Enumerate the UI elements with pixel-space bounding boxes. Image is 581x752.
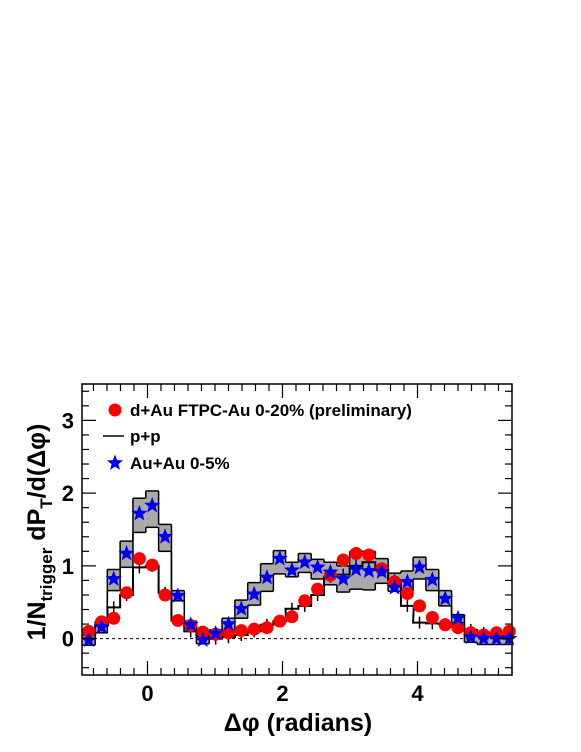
auau-point [437,590,454,606]
dau-point [400,587,414,601]
legend: d+Au FTPC-Au 0-20% (preliminary) p+p Au+… [103,401,412,473]
auau-points [80,496,518,647]
auau-point [169,587,186,603]
legend-marker-auau [106,454,124,470]
auau-point [373,563,390,579]
dau-point [311,582,325,596]
auau-point [246,585,263,602]
band-box [145,490,159,528]
dau-point [107,611,121,625]
dau-point [82,624,96,638]
auau-point [118,545,135,561]
dau-point [362,548,376,562]
dau-point [145,558,159,572]
y-tick-label: 0 [62,627,74,652]
auau-point [194,631,211,647]
x-tick-label: 2 [276,681,288,706]
auau-point [220,615,237,631]
y-axis-label: 1/Ntrigger dPT/d(Δφ) [23,424,56,641]
dau-point [451,621,465,635]
y-tick-label: 1 [62,554,74,579]
y-axis-label-tail: /d(Δφ) [23,424,51,499]
y-axis-label-sub2: T [37,498,56,509]
auau-point [233,600,250,616]
auau-point [360,562,377,578]
auau-point [424,571,441,587]
auau-point [80,631,97,647]
auau-point [283,561,301,578]
dau-point [120,586,134,600]
auau-point [475,630,492,646]
y-axis-label-main: 1/N [23,601,51,640]
auau-point [105,570,122,586]
dau-point [413,599,427,613]
legend-marker-dau [108,403,122,417]
auau-point [156,528,174,544]
x-tick-label: 4 [411,681,424,706]
x-tick-label: 0 [141,681,153,706]
auau-point [399,573,416,589]
dau-point [425,611,439,625]
dau-point [285,610,299,624]
dau-point [247,622,261,636]
dau-point [298,594,312,608]
auau-point [309,558,326,575]
dau-point [132,552,146,566]
x-axis-label: Δφ (radians) [224,709,372,737]
axis-ticks [82,384,513,675]
auau-point [296,553,313,570]
auau-point [501,630,518,646]
dau-point [273,614,287,628]
auau-point [449,609,467,626]
auau-point [144,496,161,513]
tick-labels: 0 2 4 0 1 2 3 [62,408,425,706]
y-axis-label-sub: trigger [37,547,56,601]
auau-point [411,558,428,575]
legend-label-pp: p+p [130,427,161,446]
y-tick-label: 2 [62,481,74,506]
y-tick-label: 3 [62,408,74,433]
legend-label-auau: Au+Au 0-5% [130,454,230,473]
auau-point [462,628,479,645]
auau-point [335,570,352,586]
auau-point [131,505,148,521]
auau-point [347,561,365,577]
dau-point [158,588,172,602]
auau-point [322,563,339,580]
y-axis-label-rest: dP [23,509,51,548]
dau-point [438,618,452,632]
dau-point [171,613,185,627]
auau-point [93,618,110,634]
auau-point [271,550,288,566]
auau-point [386,579,403,595]
dau-point [349,547,363,561]
dau-point [234,624,248,638]
dau-points [82,547,516,642]
auau-point [207,625,224,641]
auau-point [182,616,199,632]
legend-label-dau: d+Au FTPC-Au 0-20% (preliminary) [130,401,412,420]
dau-point [221,626,235,640]
plot-frame [81,383,513,676]
dau-point [260,621,274,635]
dau-point [336,553,350,567]
auau-point [488,630,505,646]
auau-point [258,569,276,585]
